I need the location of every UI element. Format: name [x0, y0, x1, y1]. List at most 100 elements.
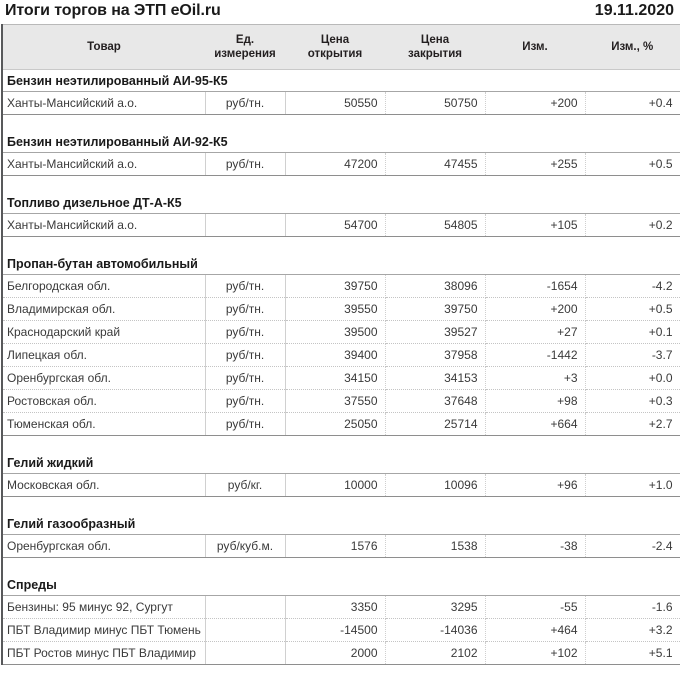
column-header-product: Товар [2, 24, 205, 70]
cell-change: +664 [485, 412, 586, 436]
cell-close-price: 37648 [385, 389, 486, 413]
cell-unit: руб/кг. [205, 473, 286, 497]
section-title: Гелий жидкий [2, 452, 680, 474]
cell-unit [205, 641, 286, 665]
cell-close-price: 39527 [385, 320, 486, 344]
column-header-close-line2: закрытия [408, 48, 462, 60]
cell-change: -38 [485, 534, 586, 558]
cell-product: Белгородская обл. [2, 274, 206, 298]
cell-change: -1442 [485, 343, 586, 367]
cell-close-price: 38096 [385, 274, 486, 298]
cell-change: +200 [485, 297, 586, 321]
cell-unit [205, 618, 286, 642]
cell-product: Владимирская обл. [2, 297, 206, 321]
table-row[interactable]: Липецкая обл. руб/тн. 39400 37958 -1442 -3.7 [2, 343, 680, 367]
cell-change: +96 [485, 473, 586, 497]
cell-unit: руб/тн. [205, 320, 286, 344]
cell-unit: руб/куб.м. [205, 534, 286, 558]
cell-change-pct: +0.5 [585, 152, 680, 176]
cell-open-price: 47200 [285, 152, 386, 176]
spacer-cell [2, 115, 680, 132]
cell-change-pct: +2.7 [585, 412, 680, 436]
cell-change-pct: +1.0 [585, 473, 680, 497]
cell-unit [205, 213, 286, 237]
cell-open-price: 39750 [285, 274, 386, 298]
section-header-row: Топливо дизельное ДТ-А-К5 [2, 192, 680, 214]
table-row[interactable]: Бензины: 95 минус 92, Сургут 3350 3295 -55-… [2, 595, 680, 619]
cell-close-price: 3295 [385, 595, 486, 619]
table-row[interactable]: Ростовская обл. руб/тн. 37550 37648 +98 +0.3 [2, 389, 680, 413]
section-header-row: Бензин неэтилированный АИ-92-К5 [2, 131, 680, 153]
table-row[interactable]: Белгородская обл. руб/тн. 39750 38096 -1654-… [2, 274, 680, 298]
cell-change-pct: -2.4 [585, 534, 680, 558]
cell-close-price: 10096 [385, 473, 486, 497]
section-title: Топливо дизельное ДТ-А-К5 [2, 192, 680, 214]
cell-unit: руб/тн. [205, 91, 286, 115]
cell-unit: руб/тн. [205, 389, 286, 413]
page-header: Итоги торгов на ЭТП eOil.ru 19.11.2020 [0, 0, 680, 24]
cell-close-price: 25714 [385, 412, 486, 436]
cell-change: +3 [485, 366, 586, 390]
spacer-cell [2, 497, 680, 514]
cell-product: Ханты-Мансийский а.о. [2, 213, 206, 237]
cell-close-price: 37958 [385, 343, 486, 367]
cell-close-price: -14036 [385, 618, 486, 642]
cell-unit [205, 595, 286, 619]
cell-change-pct: +0.1 [585, 320, 680, 344]
cell-close-price: 39750 [385, 297, 486, 321]
section-header-row: Бензин неэтилированный АИ-95-К5 [2, 69, 680, 92]
cell-change-pct: -3.7 [585, 343, 680, 367]
table-row[interactable]: Краснодарский край руб/тн. 39500 39527 +27 +0… [2, 320, 680, 344]
table-row[interactable]: Оренбургская обл. руб/куб.м. 1576 1538 -38 -2… [2, 534, 680, 558]
cell-unit: руб/тн. [205, 297, 286, 321]
cell-product: Московская обл. [2, 473, 206, 497]
section-header-row: Гелий жидкий [2, 452, 680, 474]
cell-unit: руб/тн. [205, 412, 286, 436]
trading-results-table: Товар Ед. измерения Цена открытия Цена з… [1, 24, 680, 665]
table-row[interactable]: Оренбургская обл. руб/тн. 34150 34153 +3 +0.0 [2, 366, 680, 390]
cell-product: Краснодарский край [2, 320, 206, 344]
cell-change-pct: +0.5 [585, 297, 680, 321]
cell-close-price: 50750 [385, 91, 486, 115]
table-row[interactable]: Тюменская обл. руб/тн. 25050 25714 +664 +2.7 [2, 412, 680, 436]
table-row[interactable]: Владимирская обл. руб/тн. 39550 39750 +200 +0… [2, 297, 680, 321]
column-header-open-line2: открытия [307, 48, 363, 60]
section-title: Бензин неэтилированный АИ-92-К5 [2, 131, 680, 153]
cell-open-price: 37550 [285, 389, 386, 413]
page-title: Итоги торгов на ЭТП eOil.ru [5, 2, 221, 19]
cell-close-price: 47455 [385, 152, 486, 176]
report-date: 19.11.2020 [594, 2, 674, 19]
cell-open-price: 3350 [285, 595, 386, 619]
column-header-unit-line1: Ед. [235, 34, 255, 46]
cell-change-pct: +0.0 [585, 366, 680, 390]
cell-open-price: 34150 [285, 366, 386, 390]
column-header-change: Изм. [485, 24, 585, 70]
cell-open-price: 10000 [285, 473, 386, 497]
cell-open-price: 39400 [285, 343, 386, 367]
section-spacer [2, 176, 680, 193]
table-row[interactable]: Московская обл. руб/кг. 10000 10096 +96 +1.0 [2, 473, 680, 497]
cell-product: Липецкая обл. [2, 343, 206, 367]
table-row[interactable]: Ханты-Мансийский а.о. руб/тн. 47200 47455 +2… [2, 152, 680, 176]
table-row[interactable]: Ханты-Мансийский а.о. руб/тн. 50550 50750 +2… [2, 91, 680, 115]
cell-change-pct: +5.1 [585, 641, 680, 665]
cell-unit: руб/тн. [205, 152, 286, 176]
cell-change-pct: +0.3 [585, 389, 680, 413]
cell-product: Оренбургская обл. [2, 366, 206, 390]
cell-product: ПБТ Ростов минус ПБТ Владимир [2, 641, 206, 665]
cell-product: Ростовская обл. [2, 389, 206, 413]
table-row[interactable]: ПБТ Ростов минус ПБТ Владимир 2000 2102 +10… [2, 641, 680, 665]
cell-change: +102 [485, 641, 586, 665]
cell-change: +255 [485, 152, 586, 176]
cell-open-price: 1576 [285, 534, 386, 558]
section-header-row: Пропан-бутан автомобильный [2, 253, 680, 275]
cell-product: Оренбургская обл. [2, 534, 206, 558]
cell-open-price: 54700 [285, 213, 386, 237]
section-title: Пропан-бутан автомобильный [2, 253, 680, 275]
table-row[interactable]: ПБТ Владимир минус ПБТ Тюмень -14500 -1403… [2, 618, 680, 642]
table-row[interactable]: Ханты-Мансийский а.о. 54700 54805 +105 +0.2 [2, 213, 680, 237]
cell-change: +464 [485, 618, 586, 642]
cell-change: -55 [485, 595, 586, 619]
column-header-open-line1: Цена [320, 34, 350, 46]
column-header-close-price: Цена закрытия [385, 24, 485, 70]
